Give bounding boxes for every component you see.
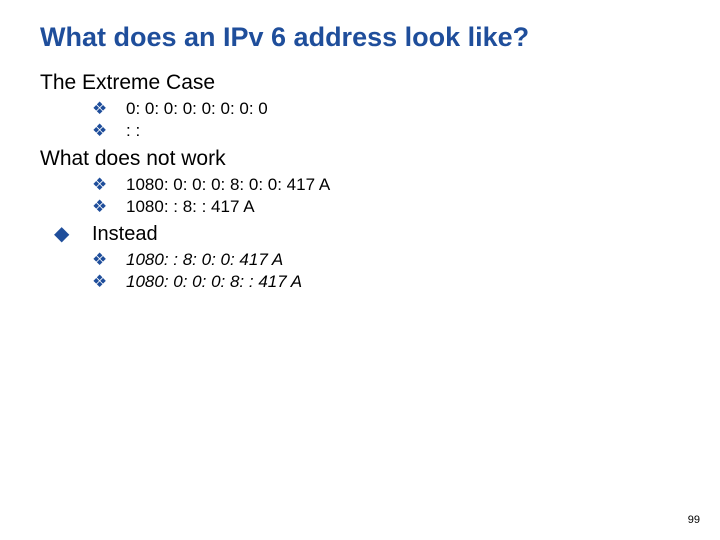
bullet-text: 0: 0: 0: 0: 0: 0: 0: 0 <box>126 99 268 119</box>
bullet-text: 1080: : 8: : 417 A <box>126 197 255 217</box>
diamond-bullet-icon: ❖ <box>92 175 126 195</box>
bullet-text-italic: 1080: 0: 0: 0: 8: : 417 A <box>126 272 302 292</box>
diamond-bullet-icon: ❖ <box>92 99 126 119</box>
slide-title: What does an IPv 6 address look like? <box>40 22 688 53</box>
section-heading-notwork: What does not work <box>40 147 688 171</box>
solid-diamond-icon: ◆ <box>54 221 92 246</box>
bullet-text-italic: 1080: : 8: 0: 0: 417 A <box>126 250 283 270</box>
section-heading-instead: Instead <box>92 223 158 246</box>
diamond-bullet-icon: ❖ <box>92 121 126 141</box>
page-number: 99 <box>688 514 700 526</box>
bullet-text: 1080: 0: 0: 0: 8: 0: 0: 417 A <box>126 175 330 195</box>
bullet-row: ❖ 1080: 0: 0: 0: 8: : 417 A <box>92 272 688 292</box>
instead-row: ◆ Instead <box>54 221 688 246</box>
bullet-row: ❖ 1080: 0: 0: 0: 8: 0: 0: 417 A <box>92 175 688 195</box>
diamond-bullet-icon: ❖ <box>92 250 126 270</box>
diamond-bullet-icon: ❖ <box>92 197 126 217</box>
bullet-row: ❖ 1080: : 8: 0: 0: 417 A <box>92 250 688 270</box>
bullet-row: ❖ 1080: : 8: : 417 A <box>92 197 688 217</box>
bullet-text: : : <box>126 121 140 141</box>
diamond-bullet-icon: ❖ <box>92 272 126 292</box>
slide-container: What does an IPv 6 address look like? Th… <box>0 0 720 540</box>
bullet-row: ❖ 0: 0: 0: 0: 0: 0: 0: 0 <box>92 99 688 119</box>
section-heading-extreme: The Extreme Case <box>40 71 688 95</box>
bullet-row: ❖ : : <box>92 121 688 141</box>
